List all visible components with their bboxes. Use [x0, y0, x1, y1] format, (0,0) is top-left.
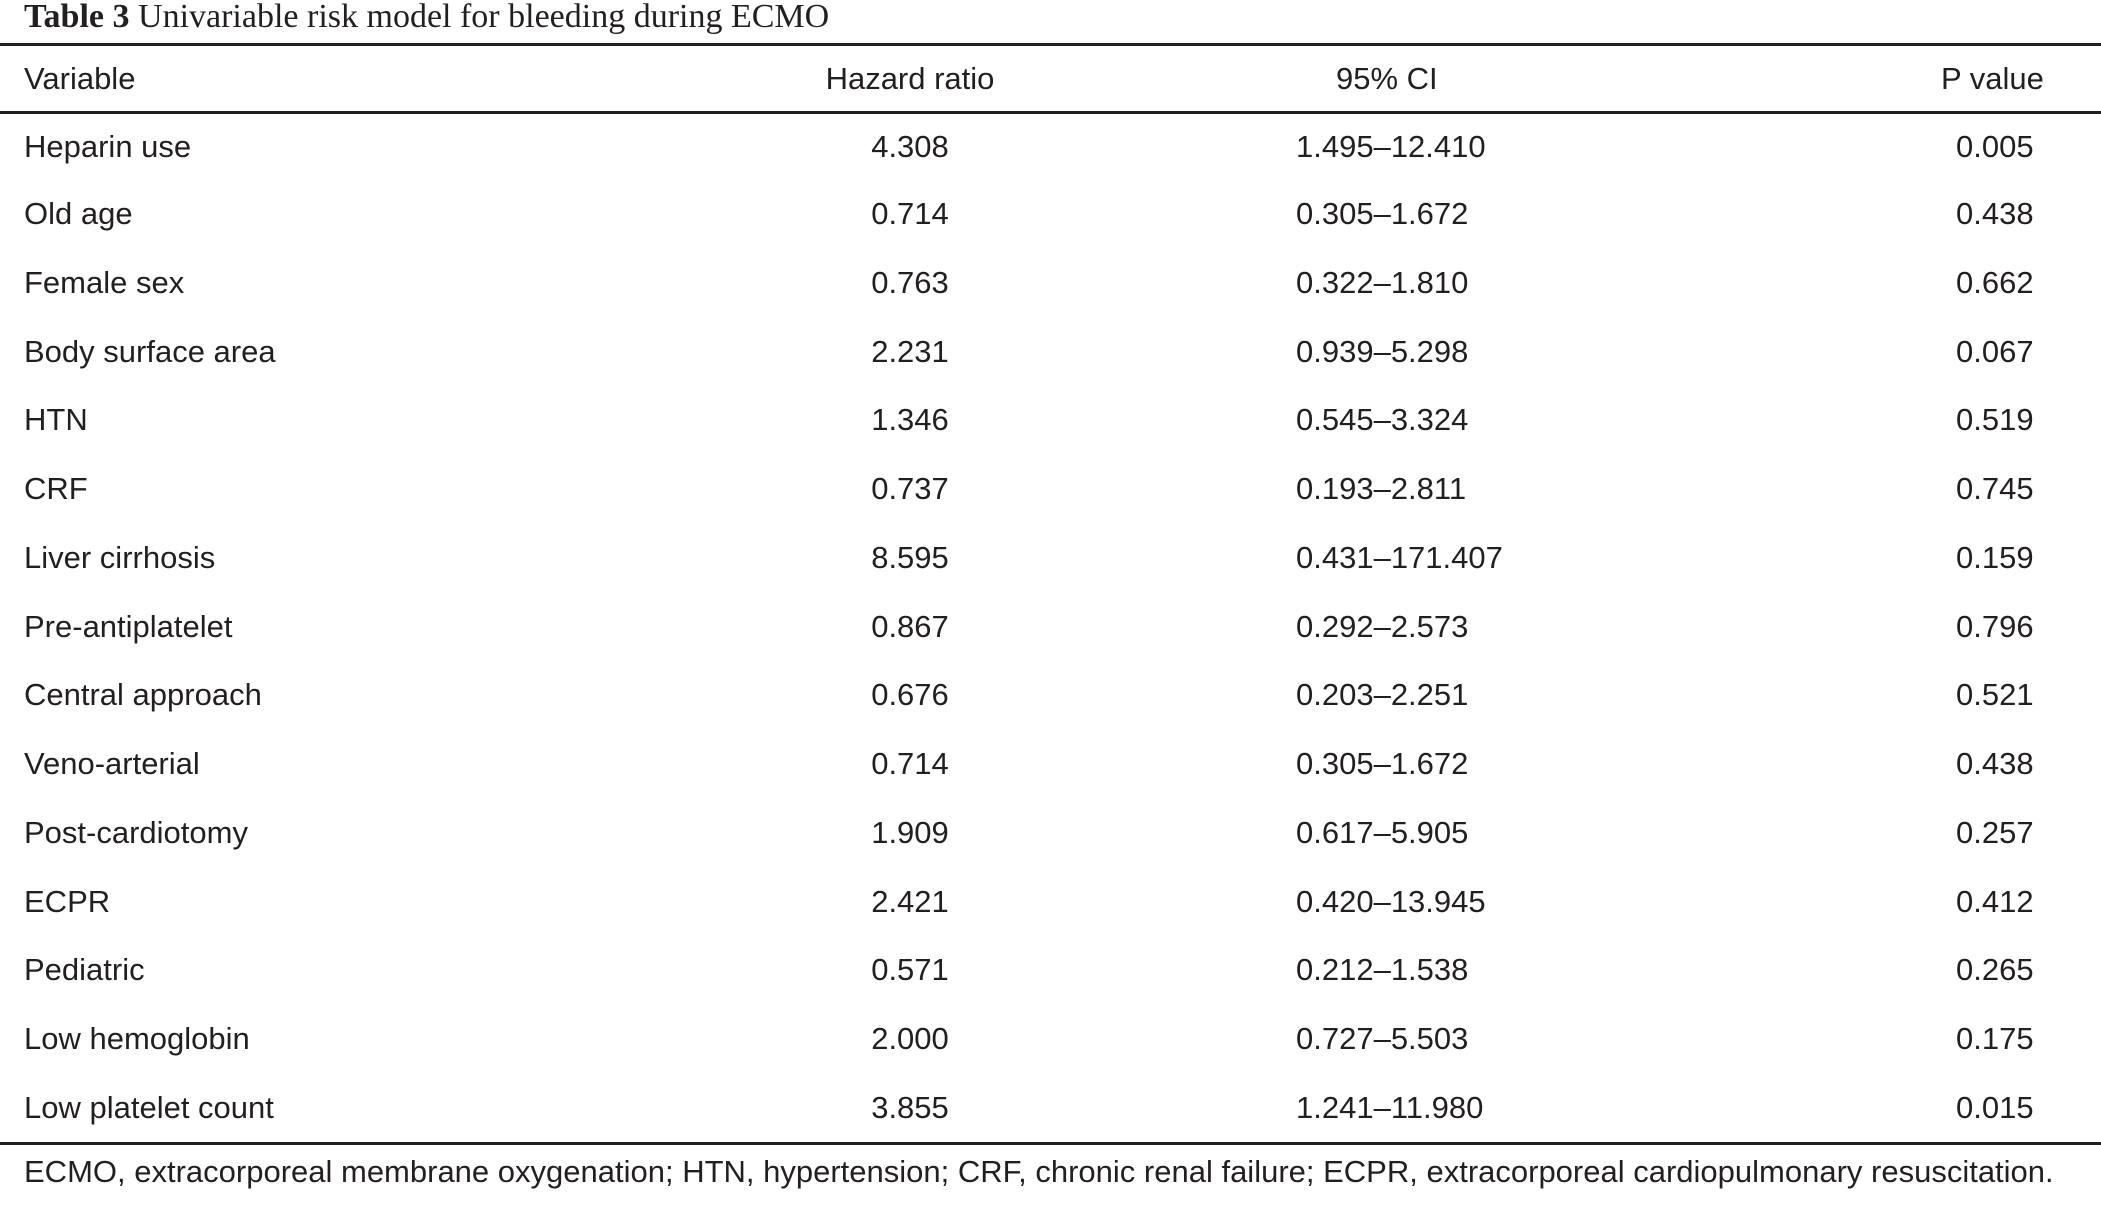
cell-p-value: 0.159	[1956, 539, 2034, 575]
cell-p-value: 0.257	[1956, 814, 2034, 850]
cell-confidence-interval: 0.305–1.672	[1296, 746, 1469, 782]
cell-p-value: 0.438	[1956, 196, 2034, 232]
cell-confidence-interval: 0.939–5.298	[1296, 333, 1469, 369]
cell-p-value: 0.662	[1956, 264, 2034, 300]
risk-model-table: Variable Hazard ratio 95% CI P value Hep…	[0, 46, 2101, 1142]
table-row: Low hemoglobin 2.000 0.727–5.503 0.175	[0, 1005, 2101, 1074]
table-row: Old age 0.714 0.305–1.672 0.438	[0, 180, 2101, 249]
cell-hazard-ratio: 0.714	[871, 196, 949, 232]
cell-variable: Central approach	[24, 677, 262, 713]
cell-hazard-ratio: 0.714	[871, 746, 949, 782]
table-row: Female sex 0.763 0.322–1.810 0.662	[0, 249, 2101, 318]
table-row: Pre-antiplatelet 0.867 0.292–2.573 0.796	[0, 592, 2101, 661]
table-row: ECPR 2.421 0.420–13.945 0.412	[0, 867, 2101, 936]
header-variable: Variable	[24, 60, 136, 96]
table-row: HTN 1.346 0.545–3.324 0.519	[0, 386, 2101, 455]
table-body: Heparin use 4.308 1.495–12.410 0.005 Old…	[0, 111, 2101, 1142]
cell-hazard-ratio: 1.909	[871, 814, 949, 850]
cell-p-value: 0.005	[1956, 129, 2034, 165]
cell-variable: Body surface area	[24, 333, 276, 369]
cell-p-value: 0.015	[1956, 1089, 2034, 1125]
cell-hazard-ratio: 2.421	[871, 883, 949, 919]
cell-confidence-interval: 1.495–12.410	[1296, 129, 1486, 165]
cell-confidence-interval: 0.617–5.905	[1296, 814, 1469, 850]
cell-variable: Heparin use	[24, 129, 192, 165]
table-row: Post-cardiotomy 1.909 0.617–5.905 0.257	[0, 799, 2101, 868]
table-row: Central approach 0.676 0.203–2.251 0.521	[0, 661, 2101, 730]
cell-p-value: 0.796	[1956, 608, 2034, 644]
cell-hazard-ratio: 8.595	[871, 539, 949, 575]
table-header: Variable Hazard ratio 95% CI P value	[0, 46, 2101, 111]
cell-hazard-ratio: 0.763	[871, 264, 949, 300]
cell-p-value: 0.745	[1956, 471, 2034, 507]
cell-p-value: 0.265	[1956, 952, 2034, 988]
cell-p-value: 0.412	[1956, 883, 2034, 919]
cell-hazard-ratio: 0.571	[871, 952, 949, 988]
cell-variable: CRF	[24, 471, 88, 507]
cell-hazard-ratio: 3.855	[871, 1089, 949, 1125]
header-confidence-interval: 95% CI	[1336, 60, 1438, 96]
table-caption-label: Table 3	[24, 0, 130, 35]
cell-variable: Low hemoglobin	[24, 1021, 250, 1057]
cell-hazard-ratio: 1.346	[871, 402, 949, 438]
header-p-value: P value	[1941, 60, 2044, 96]
table-footnote: ECMO, extracorporeal membrane oxygenatio…	[24, 1154, 2054, 1189]
header-hazard-ratio: Hazard ratio	[825, 60, 995, 96]
cell-variable: Post-cardiotomy	[24, 814, 248, 850]
table-row: Low platelet count 3.855 1.241–11.980 0.…	[0, 1074, 2101, 1143]
table-row: Pediatric 0.571 0.212–1.538 0.265	[0, 936, 2101, 1005]
cell-hazard-ratio: 2.000	[871, 1021, 949, 1057]
cell-p-value: 0.438	[1956, 746, 2034, 782]
table-row: Body surface area 2.231 0.939–5.298 0.06…	[0, 317, 2101, 386]
table-header-rule	[0, 111, 2101, 114]
cell-confidence-interval: 0.727–5.503	[1296, 1021, 1469, 1057]
cell-confidence-interval: 0.420–13.945	[1296, 883, 1486, 919]
cell-hazard-ratio: 2.231	[871, 333, 949, 369]
cell-confidence-interval: 0.322–1.810	[1296, 264, 1469, 300]
table-header-row: Variable Hazard ratio 95% CI P value	[0, 46, 2101, 111]
cell-variable: Pediatric	[24, 952, 145, 988]
cell-p-value: 0.521	[1956, 677, 2034, 713]
table-row: Heparin use 4.308 1.495–12.410 0.005	[0, 111, 2101, 180]
cell-confidence-interval: 0.305–1.672	[1296, 196, 1469, 232]
table-bottom-rule	[0, 1142, 2101, 1145]
cell-hazard-ratio: 0.676	[871, 677, 949, 713]
cell-hazard-ratio: 0.867	[871, 608, 949, 644]
table-row: Liver cirrhosis 8.595 0.431–171.407 0.15…	[0, 524, 2101, 593]
cell-hazard-ratio: 0.737	[871, 471, 949, 507]
table-caption-title: Univariable risk model for bleeding duri…	[138, 0, 830, 35]
table-caption: Table 3 Univariable risk model for bleed…	[24, 0, 829, 40]
cell-confidence-interval: 0.203–2.251	[1296, 677, 1469, 713]
cell-hazard-ratio: 4.308	[871, 129, 949, 165]
cell-variable: HTN	[24, 402, 88, 438]
cell-variable: Female sex	[24, 264, 185, 300]
cell-confidence-interval: 0.545–3.324	[1296, 402, 1469, 438]
cell-confidence-interval: 0.193–2.811	[1296, 471, 1467, 507]
cell-variable: Liver cirrhosis	[24, 539, 216, 575]
table-row: CRF 0.737 0.193–2.811 0.745	[0, 455, 2101, 524]
cell-variable: Low platelet count	[24, 1089, 274, 1125]
table-row: Veno-arterial 0.714 0.305–1.672 0.438	[0, 730, 2101, 799]
cell-variable: ECPR	[24, 883, 111, 919]
cell-variable: Veno-arterial	[24, 746, 200, 782]
table-top-rule	[0, 43, 2101, 46]
cell-confidence-interval: 0.431–171.407	[1296, 539, 1503, 575]
cell-confidence-interval: 1.241–11.980	[1296, 1089, 1484, 1125]
cell-confidence-interval: 0.292–2.573	[1296, 608, 1469, 644]
cell-p-value: 0.519	[1956, 402, 2034, 438]
cell-variable: Old age	[24, 196, 133, 232]
cell-confidence-interval: 0.212–1.538	[1296, 952, 1469, 988]
cell-p-value: 0.175	[1956, 1021, 2034, 1057]
cell-variable: Pre-antiplatelet	[24, 608, 233, 644]
cell-p-value: 0.067	[1956, 333, 2034, 369]
